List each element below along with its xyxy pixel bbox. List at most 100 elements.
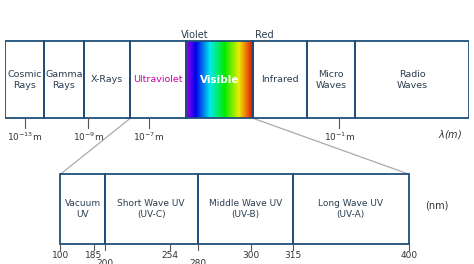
Bar: [186, 41, 187, 118]
Text: 315: 315: [284, 251, 301, 260]
Bar: [219, 41, 220, 118]
Bar: [251, 41, 252, 118]
Bar: [245, 41, 246, 118]
Bar: [215, 41, 216, 118]
Bar: [234, 41, 235, 118]
Bar: [243, 41, 244, 118]
Bar: [207, 41, 208, 118]
Bar: [222, 41, 223, 118]
Bar: [232, 41, 233, 118]
Bar: [201, 41, 202, 118]
Text: Middle Wave UV
(UV-B): Middle Wave UV (UV-B): [209, 199, 282, 219]
Bar: [195, 41, 196, 118]
Bar: [206, 41, 207, 118]
Bar: [248, 41, 249, 118]
Bar: [197, 41, 198, 118]
Text: X-Rays: X-Rays: [91, 76, 123, 84]
Bar: [210, 41, 211, 118]
Bar: [212, 41, 213, 118]
Bar: [226, 41, 227, 118]
Bar: [226, 41, 227, 118]
Bar: [187, 41, 188, 118]
Bar: [200, 41, 201, 118]
Bar: [192, 41, 193, 118]
Bar: [199, 41, 200, 118]
Bar: [244, 41, 245, 118]
Bar: [233, 41, 234, 118]
Bar: [232, 41, 233, 118]
Bar: [201, 41, 202, 118]
Bar: [220, 41, 221, 118]
Bar: [249, 41, 250, 118]
Bar: [205, 41, 206, 118]
Bar: [235, 41, 236, 118]
Bar: [222, 41, 223, 118]
Bar: [204, 41, 205, 118]
Bar: [243, 41, 244, 118]
Bar: [198, 41, 199, 118]
Bar: [251, 41, 252, 118]
Bar: [233, 41, 234, 118]
Bar: [238, 41, 239, 118]
Bar: [235, 41, 236, 118]
Bar: [242, 41, 243, 118]
Bar: [229, 41, 230, 118]
Bar: [198, 41, 199, 118]
Text: Violet: Violet: [182, 30, 209, 40]
Bar: [186, 41, 187, 118]
Bar: [307, 41, 356, 118]
Text: Cosmic
Rays: Cosmic Rays: [7, 70, 42, 89]
Bar: [196, 41, 197, 118]
Text: Long Wave UV
(UV-A): Long Wave UV (UV-A): [319, 199, 383, 219]
Bar: [222, 41, 223, 118]
Bar: [250, 41, 251, 118]
Bar: [213, 41, 214, 118]
Bar: [194, 41, 195, 118]
Bar: [237, 41, 238, 118]
Bar: [245, 41, 246, 118]
Bar: [196, 41, 197, 118]
Bar: [189, 41, 190, 118]
Bar: [241, 41, 242, 118]
Bar: [217, 41, 218, 118]
Bar: [231, 41, 232, 118]
Bar: [228, 41, 229, 118]
Bar: [253, 41, 307, 118]
Bar: [190, 41, 191, 118]
Bar: [189, 41, 190, 118]
Bar: [130, 41, 186, 118]
Bar: [196, 41, 197, 118]
Bar: [193, 41, 194, 118]
Bar: [239, 41, 240, 118]
Bar: [247, 41, 248, 118]
Text: Infrared: Infrared: [261, 76, 299, 84]
Bar: [227, 41, 228, 118]
Bar: [213, 41, 214, 118]
Bar: [248, 41, 249, 118]
Bar: [200, 41, 201, 118]
Bar: [225, 41, 226, 118]
Bar: [228, 41, 229, 118]
Text: Red: Red: [255, 30, 273, 40]
Bar: [216, 41, 217, 118]
Bar: [186, 41, 187, 118]
Bar: [105, 174, 198, 244]
Bar: [214, 41, 215, 118]
Bar: [221, 41, 222, 118]
Bar: [204, 41, 205, 118]
Bar: [223, 41, 224, 118]
Bar: [197, 41, 198, 118]
Bar: [217, 41, 218, 118]
Text: $\lambda$(m): $\lambda$(m): [438, 128, 462, 141]
Bar: [246, 41, 247, 118]
Bar: [231, 41, 232, 118]
Bar: [193, 41, 194, 118]
Bar: [202, 41, 203, 118]
Bar: [218, 41, 219, 118]
Bar: [244, 41, 245, 118]
Text: Gamma
Rays: Gamma Rays: [45, 70, 83, 89]
Bar: [198, 41, 199, 118]
Bar: [207, 41, 208, 118]
Bar: [199, 41, 200, 118]
Bar: [218, 41, 219, 118]
